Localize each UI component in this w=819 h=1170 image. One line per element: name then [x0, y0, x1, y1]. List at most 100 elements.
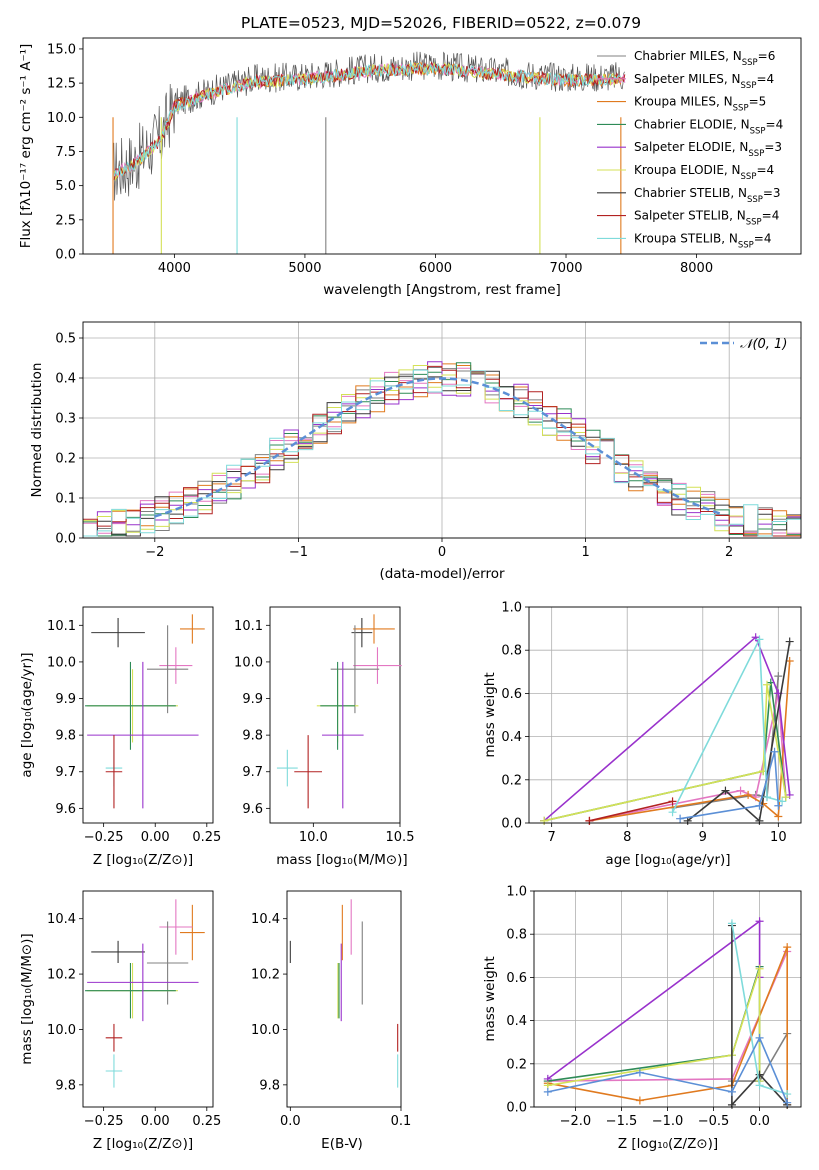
- residuals-panel: −2 −1 0 1 2 0.0 0.1 0.2 0.3 0.4 0.5 (data-model)/e…: [29, 321, 802, 582]
- mass_vs_Z-xtick-label: 0.25: [192, 1114, 221, 1129]
- residuals-ytick-label: 0.3: [55, 412, 76, 427]
- weight-marker: [783, 1090, 792, 1099]
- age_vs_Z-xtick-label: 0.00: [141, 830, 170, 845]
- mass_vs_Z-ytick-label: 9.8: [55, 1078, 76, 1093]
- spectrum-xlabel: wavelength [Angstrom, rest frame]: [323, 282, 561, 298]
- weight-marker: [755, 1081, 764, 1090]
- weight-marker: [543, 1087, 552, 1096]
- weight_vs_age-xtick-label: 8: [623, 830, 631, 845]
- weight-marker: [783, 1098, 792, 1107]
- spectrum-xtick-label: 5000: [288, 261, 321, 276]
- age_vs_Z-ytick-label: 9.7: [55, 765, 76, 780]
- age-vs-mass-xlabel: mass [log₁₀(M/M⊙)]: [276, 852, 407, 868]
- weight-vs-age-frame: [528, 606, 802, 824]
- age-vs-metallicity-ylabel: age [log₁₀(age/yr)]: [19, 652, 35, 777]
- residuals-xtick-label: 2: [725, 545, 733, 560]
- weight-marker: [785, 637, 794, 646]
- histogram-chabrier-stelib: [83, 370, 801, 537]
- residuals-ytick-label: 0.5: [55, 332, 76, 347]
- spectrum-ytick-label: 7.5: [55, 145, 76, 160]
- residuals-ytick-label: 0.0: [55, 532, 76, 547]
- age_vs_Z-ytick-label: 10.0: [47, 655, 76, 670]
- weight-marker: [755, 801, 764, 810]
- weight-vs-metallicity-ylabel: mass weight: [482, 956, 498, 1041]
- mass-vs-ebv-panel: E(B-V) 0.0 0.1 9.8 10.0 10.2 10.4: [251, 890, 411, 1152]
- weight_vs_Z-xtick-label: 0.0: [749, 1114, 770, 1129]
- spectrum-title: PLATE=0523, MJD=52026, FIBERID=0522, z=0…: [241, 14, 641, 32]
- weight_vs_age-ytick-label: 0.4: [501, 730, 522, 745]
- mass_vs_Z-xtick-label: −0.25: [84, 1114, 124, 1129]
- spectrum-ytick-label: 10.0: [47, 111, 76, 126]
- weight_vs_Z-ytick-label: 0.4: [506, 1014, 527, 1029]
- weight_vs_Z-ytick-label: 0.0: [506, 1101, 527, 1116]
- age_vs_Z-ytick-label: 9.9: [55, 692, 76, 707]
- weight-vs-age-ylabel: mass weight: [482, 672, 498, 757]
- weight_vs_Z-xtick-label: −2.0: [560, 1114, 592, 1129]
- spectrum-frame: [82, 37, 802, 255]
- model-spectrum-kroupa-stelib: [113, 61, 621, 177]
- weight-marker: [778, 797, 787, 806]
- weight-marker: [755, 1033, 764, 1042]
- weight-marker: [744, 790, 753, 799]
- spectrum-ytick-label: 2.5: [55, 213, 76, 228]
- age_vs_mass-ytick-label: 9.8: [242, 729, 263, 744]
- mass-vs-metallicity-frame: [82, 890, 214, 1108]
- age_vs_Z-xtick-label: 0.25: [192, 830, 221, 845]
- weight-marker: [774, 672, 783, 681]
- age-vs-metallicity-frame: [82, 606, 214, 824]
- spectrum-ylabel: Flux [fλ10⁻¹⁷ erg cm⁻² s⁻¹ A⁻¹]: [18, 44, 34, 249]
- residuals-ylabel: Normed distribution: [29, 363, 45, 498]
- weight-marker: [755, 816, 764, 825]
- spectrum-ytick-label: 12.5: [47, 77, 76, 92]
- mass-vs-metallicity-panel: Z [log₁₀(Z/Z⊙)] mass [log₁₀(M/M⊙)] −0.25…: [19, 890, 221, 1152]
- spectrum-xtick-label: 8000: [680, 261, 713, 276]
- residuals-frame: [82, 321, 802, 539]
- age_vs_Z-xtick-label: −0.25: [84, 830, 124, 845]
- residuals-xlabel: (data-model)/error: [379, 566, 505, 582]
- age-vs-mass-frame: [269, 606, 401, 824]
- weight-marker: [774, 812, 783, 821]
- histogram-kroupa-stelib: [83, 369, 801, 537]
- age_vs_Z-ytick-label: 9.6: [55, 802, 76, 817]
- weight_vs_Z-ytick-label: 0.8: [506, 928, 527, 943]
- residuals-ytick-label: 0.4: [55, 372, 76, 387]
- weight-marker: [727, 1100, 736, 1109]
- mass-vs-ebv-xlabel: E(B-V): [321, 1136, 363, 1152]
- residuals-ytick-label: 0.2: [55, 452, 76, 467]
- age_vs_mass-ytick-label: 10.1: [234, 619, 263, 634]
- weight-marker: [668, 808, 677, 817]
- age_vs_mass-ytick-label: 9.6: [242, 802, 263, 817]
- age_vs_Z-ytick-label: 9.8: [55, 729, 76, 744]
- weight-line-chabrier-stelib: [687, 641, 791, 823]
- spectrum-xtick-label: 7000: [549, 261, 582, 276]
- weight-marker: [770, 747, 779, 756]
- model-spectrum-salpeter-miles: [113, 62, 626, 180]
- spectrum-ytick-label: 15.0: [47, 42, 76, 57]
- weight-vs-metallicity-panel: Z [log₁₀(Z/Z⊙)] mass weight −2.0 −1.5 −1.0…: [482, 885, 802, 1152]
- weight_vs_Z-xtick-label: −1.0: [652, 1114, 684, 1129]
- spectrum-ytick-label: 5.0: [55, 179, 76, 194]
- weight-marker: [774, 801, 783, 810]
- weight-marker: [540, 816, 549, 825]
- weight-marker: [755, 964, 764, 973]
- histogram-salpeter-stelib: [83, 365, 801, 537]
- weight-vs-metallicity-xlabel: Z [log₁₀(Z/Z⊙)]: [618, 1136, 718, 1152]
- age_vs_mass-ytick-label: 10.0: [234, 655, 263, 670]
- residuals-plot-area: −2 −1 0 1 2 0.0 0.1 0.2 0.3 0.4 0.5: [55, 322, 801, 560]
- mass_vs_Z-ytick-label: 10.0: [47, 1023, 76, 1038]
- weight-marker: [755, 635, 764, 644]
- weight-marker: [635, 1068, 644, 1077]
- weight-line-blue: [679, 751, 780, 820]
- weight-vs-age-xlabel: age [log₁₀(age/yr)]: [605, 852, 730, 868]
- age_vs_mass-xtick-label: 10.0: [299, 830, 328, 845]
- weight-marker: [763, 680, 771, 689]
- mass_vs_ebv-xtick-label: 0.0: [280, 1114, 301, 1129]
- age_vs_mass-ytick-label: 9.7: [242, 765, 263, 780]
- weight_vs_age-ytick-label: 0.2: [501, 773, 522, 788]
- residuals-xtick-label: −2: [145, 545, 164, 560]
- weight_vs_age-ytick-label: 0.6: [501, 687, 522, 702]
- mass-vs-metallicity-xlabel: Z [log₁₀(Z/Z⊙)]: [93, 1136, 193, 1152]
- weight_vs_age-ytick-label: 1.0: [501, 601, 522, 616]
- mass_vs_Z-ytick-label: 10.2: [47, 968, 76, 983]
